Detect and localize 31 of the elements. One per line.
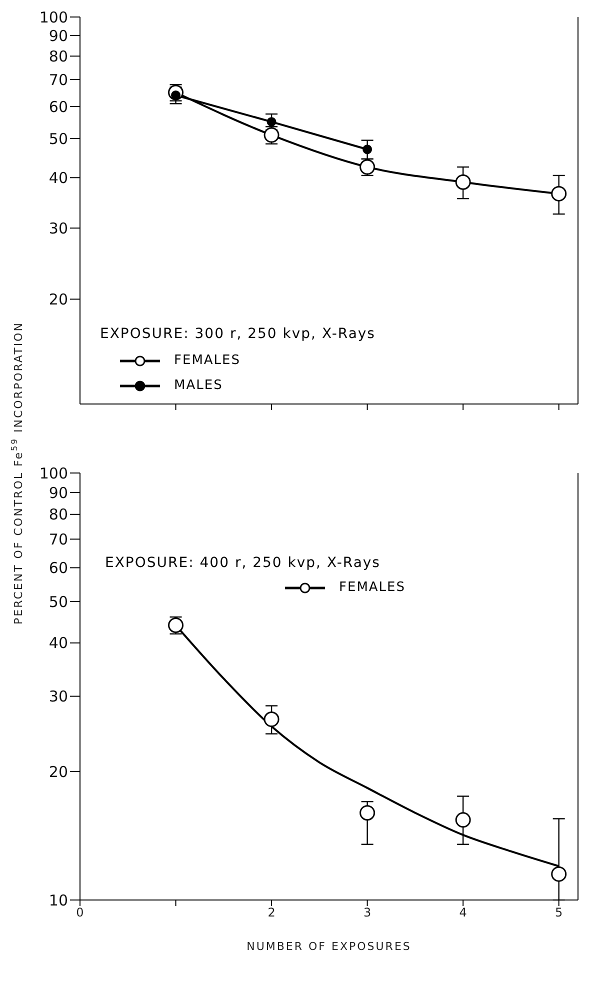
y-tick-label: 90 bbox=[48, 484, 68, 502]
text: EXPOSURE: 400 r, 250 kvp, X-Rays bbox=[105, 555, 380, 571]
y-tick-label: 40 bbox=[48, 168, 68, 187]
y-tick-label: 50 bbox=[48, 592, 68, 611]
y-tick-label: 20 bbox=[48, 290, 68, 309]
y-tick-label: 80 bbox=[48, 47, 68, 66]
y-tick-label: 10 bbox=[48, 891, 68, 910]
legend-label: MALES bbox=[174, 378, 223, 393]
y-tick-label: 30 bbox=[48, 688, 68, 706]
y-tick-label: 100 bbox=[39, 8, 68, 26]
x-tick-label: 0 bbox=[76, 906, 84, 920]
y-tick-label: 60 bbox=[48, 559, 68, 578]
y-tick-label: 80 bbox=[48, 506, 68, 524]
x-tick-label: 4 bbox=[459, 906, 467, 920]
legend-label: FEMALES bbox=[339, 580, 406, 595]
text: EXPOSURE: 300 r, 250 kvp, X-Rays bbox=[100, 326, 376, 342]
legend-label: FEMALES bbox=[174, 353, 241, 368]
y-tick-label: 50 bbox=[48, 130, 68, 148]
legend-box: FEMALES bbox=[283, 580, 406, 595]
y-tick-label: 40 bbox=[48, 634, 68, 652]
y-tick-label: 100 bbox=[39, 464, 68, 482]
y-tick-label: 30 bbox=[48, 219, 68, 238]
y-tick-label: 60 bbox=[48, 98, 68, 116]
y-tick-label: 70 bbox=[48, 530, 68, 548]
y-tick-label: 20 bbox=[48, 762, 68, 781]
y-tick-label: 90 bbox=[48, 26, 68, 45]
y-tick-label: 70 bbox=[48, 70, 68, 89]
x-tick-label: 5 bbox=[555, 906, 563, 920]
x-axis-title: NUMBER OF EXPOSURES bbox=[246, 940, 412, 953]
x-tick-label: 3 bbox=[363, 906, 372, 920]
x-tick-label: 2 bbox=[268, 906, 276, 920]
